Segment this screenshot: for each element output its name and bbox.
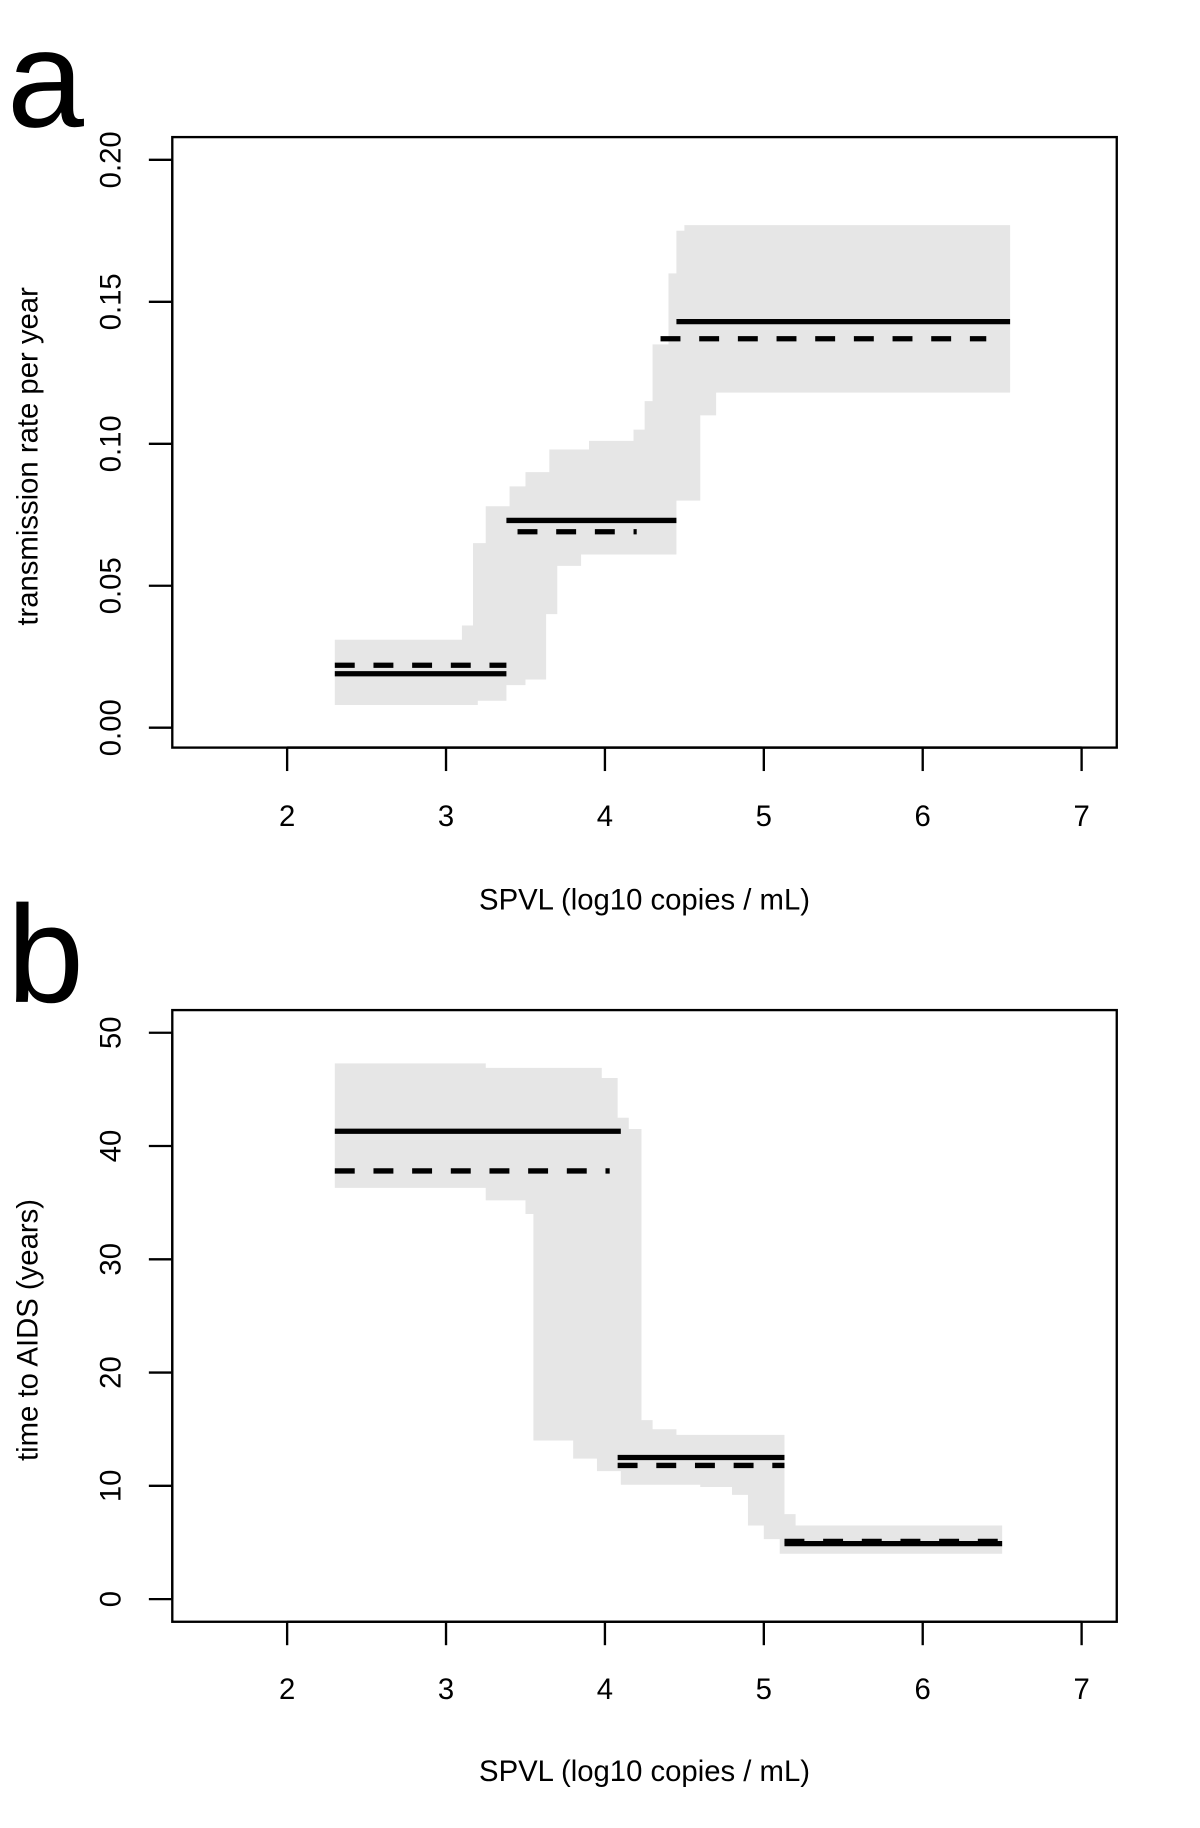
panel-label: a [7,3,84,157]
x-tick-label: 6 [915,800,931,833]
panel-b: b 2 3 4 5 6 7 SPVL (log10 copies / mL) 0 10 20 30 40… [7,878,1118,1788]
y-tick-label: 10 [95,1470,128,1503]
y-tick-label: 0.15 [95,273,128,330]
x-tick-label: 2 [279,800,295,833]
y-tick-label: 0.00 [95,699,128,756]
y-tick-label: 0.10 [95,415,128,472]
panel-label: b [7,878,84,1032]
y-tick-label: 20 [95,1356,128,1389]
x-tick-label: 7 [1073,1673,1089,1706]
x-tick-label: 3 [438,1673,454,1706]
x-axis-label: SPVL (log10 copies / mL) [479,1755,810,1788]
y-tick-label: 50 [95,1016,128,1049]
x-tick-label: 6 [915,1673,931,1706]
x-tick-label: 4 [597,1673,613,1706]
panel-a: a 2 3 4 5 6 7 SPVL (log10 copies / mL) 0.00 0.05 0… [7,3,1118,916]
y-axis-label: time to AIDS (years) [12,1199,45,1461]
x-tick-label: 5 [756,1673,772,1706]
y-axis-label: transmission rate per year [12,287,45,626]
y-tick-label: 30 [95,1243,128,1276]
x-tick-label: 2 [279,1673,295,1706]
x-axis-label: SPVL (log10 copies / mL) [479,883,810,916]
y-tick-label: 0.05 [95,557,128,614]
y-tick-label: 40 [95,1130,128,1163]
x-tick-label: 5 [756,800,772,833]
confidence-band [334,1063,1003,1554]
confidence-band [334,225,1011,706]
y-tick-label: 0.20 [95,131,128,188]
x-tick-label: 3 [438,800,454,833]
x-tick-label: 7 [1073,800,1089,833]
x-tick-label: 4 [597,800,613,833]
y-tick-label: 0 [95,1591,128,1607]
